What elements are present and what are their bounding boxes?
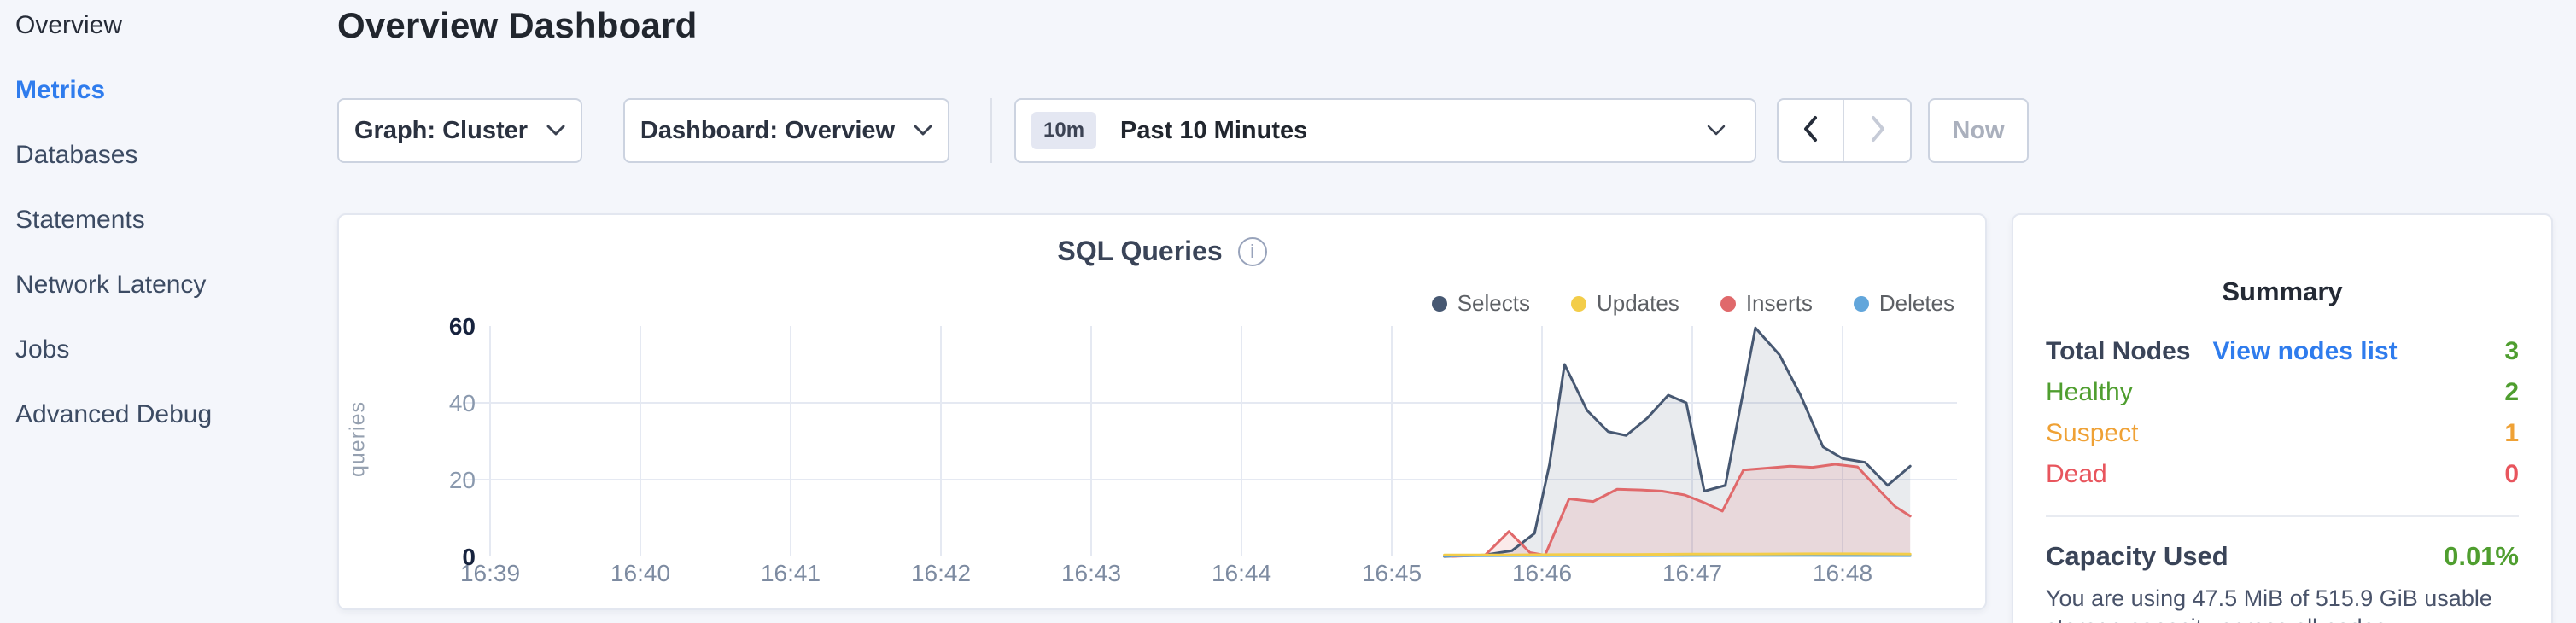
svg-text:60: 60 [449,317,476,340]
legend-dot [1853,295,1869,312]
page-title: Overview Dashboard [337,5,698,45]
main-content: Overview Dashboard Graph: Cluster Dashbo… [337,0,2029,163]
sql-queries-plot[interactable]: 16:39 16:40 16:41 16:42 16:43 16:44 16:45 16:46… [390,317,1978,599]
y-axis-label: queries [345,401,370,477]
svg-text:16:39: 16:39 [460,560,520,586]
svg-text:16:41: 16:41 [761,560,821,586]
legend-item-selects[interactable]: Selects [1431,290,1530,317]
time-window-prev-button[interactable] [1779,100,1844,161]
suspect-value: 1 [2504,419,2519,447]
capacity-used-label: Capacity Used [2046,541,2228,571]
sql-queries-chart-card: SQL Queries i Selects Updates Inserts De… [337,213,1987,610]
capacity-description: You are using 47.5 MiB of 515.9 GiB usab… [2046,585,2492,623]
summary-panel: Summary Total Nodes View nodes list 3 He… [2012,213,2553,623]
chevron-left-icon [1801,114,1821,148]
toolbar-divider [990,98,992,163]
summary-row-total-nodes: Total Nodes View nodes list 3 [2046,331,2519,372]
svg-text:16:46: 16:46 [1512,560,1572,586]
summary-row-dead: Dead 0 [2046,454,2519,495]
toolbar: Graph: Cluster Dashboard: Overview 10m P… [337,98,2557,163]
summary-title: Summary [2222,277,2343,306]
capacity-used-row: Capacity Used 0.01% [2046,541,2519,572]
sidebar-item-network-latency[interactable]: Network Latency [15,271,207,299]
svg-text:16:47: 16:47 [1662,560,1722,586]
svg-text:0: 0 [462,544,476,570]
dashboard-label: Dashboard: Overview [640,116,896,144]
healthy-value: 2 [2504,378,2519,406]
summary-row-suspect: Suspect 1 [2046,413,2519,454]
svg-text:16:48: 16:48 [1813,560,1872,586]
chart-legend: Selects Updates Inserts Deletes [1431,290,1954,317]
legend-item-deletes[interactable]: Deletes [1853,290,1954,317]
time-window-arrows [1777,98,1912,163]
sidebar-item-overview[interactable]: Overview [15,11,123,39]
legend-label: Deletes [1878,290,1954,316]
legend-label: Selects [1457,290,1530,316]
svg-text:20: 20 [449,467,476,493]
dead-value: 0 [2504,460,2519,488]
time-range-selector[interactable]: 10m Past 10 Minutes [1014,98,1756,163]
info-icon[interactable]: i [1237,236,1267,266]
time-window-next-button[interactable] [1844,100,1910,161]
chart-title: SQL Queries [1057,236,1223,266]
legend-item-updates[interactable]: Updates [1570,290,1679,317]
chevron-down-icon [546,125,565,137]
sidebar-item-jobs[interactable]: Jobs [15,335,70,364]
summary-divider [2046,515,2519,517]
sidebar-item-advanced-debug[interactable]: Advanced Debug [15,400,213,428]
now-button-label: Now [1952,116,2005,144]
chevron-down-icon [1707,125,1726,137]
svg-text:16:40: 16:40 [610,560,670,586]
healthy-label: Healthy [2046,378,2133,406]
legend-label: Updates [1596,290,1679,316]
svg-text:40: 40 [449,390,476,416]
total-nodes-label: Total Nodes [2046,337,2191,365]
sidebar-item-databases[interactable]: Databases [15,141,138,169]
legend-item-inserts[interactable]: Inserts [1720,290,1813,317]
chevron-right-icon [1867,114,1888,148]
graph-scope-dropdown[interactable]: Graph: Cluster [337,98,582,163]
svg-text:16:42: 16:42 [911,560,971,586]
svg-text:16:45: 16:45 [1362,560,1422,586]
now-button[interactable]: Now [1928,98,2029,163]
sidebar-item-metrics[interactable]: Metrics [15,76,106,104]
graph-scope-label: Graph: Cluster [353,116,529,144]
view-nodes-list-link[interactable]: View nodes list [2212,337,2398,365]
svg-text:16:44: 16:44 [1212,560,1271,586]
legend-dot [1570,295,1586,312]
sidebar-item-statements[interactable]: Statements [15,206,145,234]
summary-row-healthy: Healthy 2 [2046,372,2519,413]
time-range-badge: 10m [1031,112,1097,149]
svg-text:16:43: 16:43 [1061,560,1121,586]
legend-dot [1720,295,1736,312]
sidebar: Overview Metrics Databases Statements Ne… [0,0,324,623]
legend-label: Inserts [1745,290,1813,316]
chevron-down-icon [914,125,932,137]
time-range-value: Past 10 Minutes [1120,116,1308,144]
suspect-label: Suspect [2046,419,2139,447]
capacity-used-value: 0.01% [2444,541,2519,571]
legend-dot [1431,295,1447,312]
dead-label: Dead [2046,460,2107,488]
dashboard-dropdown[interactable]: Dashboard: Overview [623,98,949,163]
total-nodes-value: 3 [2504,337,2519,365]
